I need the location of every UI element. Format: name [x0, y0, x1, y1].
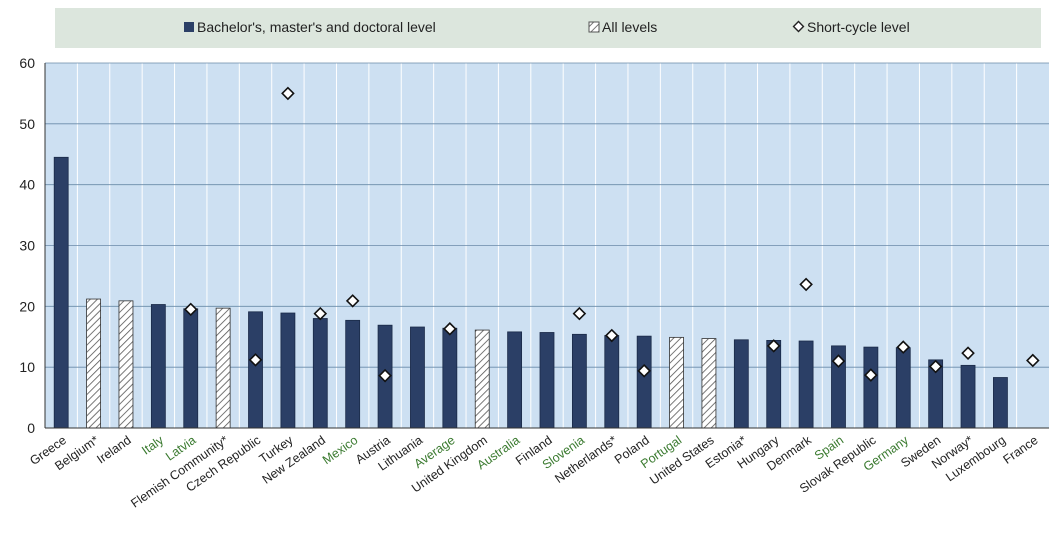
bar-bachelor	[442, 327, 458, 429]
bars	[53, 156, 1008, 429]
legend-swatch-short	[792, 20, 805, 33]
y-tick-label: 50	[19, 116, 35, 132]
bar-bachelor	[150, 304, 166, 429]
marker-short-cycle	[766, 339, 781, 353]
bar-bachelor	[636, 335, 652, 429]
y-tick-label: 40	[19, 177, 35, 193]
bar-bachelor	[604, 335, 620, 429]
y-tick-label: 0	[27, 420, 35, 436]
bar-bachelor	[571, 333, 587, 429]
y-tick-label: 60	[19, 55, 35, 71]
gridlines	[45, 62, 1049, 428]
x-tick-label: Italy	[139, 433, 166, 458]
bar-bachelor	[960, 364, 976, 429]
bar-bachelor	[539, 332, 555, 429]
legend-label-short: Short-cycle level	[807, 19, 910, 35]
bar-bachelor	[345, 319, 361, 429]
legend-label-all: All levels	[602, 19, 657, 35]
legend-label-bachelor: Bachelor's, master's and doctoral level	[197, 19, 436, 35]
marker-short-cycle	[896, 340, 911, 354]
short-cycle-markers	[183, 86, 1040, 383]
marker-short-cycle	[183, 302, 198, 317]
bar-bachelor	[766, 339, 782, 429]
bar-all-levels	[474, 329, 490, 429]
bar-bachelor	[410, 326, 425, 429]
bar-bachelor	[733, 339, 749, 429]
bar-bachelor	[993, 377, 1008, 429]
bar-all-levels	[86, 298, 101, 429]
bar-bachelor	[280, 312, 296, 429]
x-tick-label: France	[1001, 433, 1041, 467]
bar-bachelor	[507, 331, 523, 429]
bar-bachelor	[53, 156, 69, 429]
marker-short-cycle	[572, 306, 587, 321]
marker-short-cycle	[831, 354, 846, 368]
marker-short-cycle	[928, 359, 943, 374]
y-tick-label: 10	[19, 359, 35, 375]
legend: Bachelor's, master's and doctoral level …	[55, 8, 1041, 48]
bar-bachelor	[895, 347, 911, 429]
y-axis: 0 10 20 30 40 50 60	[19, 55, 35, 436]
marker-short-cycle	[443, 322, 457, 336]
legend-swatch-bachelor	[184, 22, 194, 32]
bar-all-levels	[215, 307, 231, 429]
marker-short-cycle	[864, 368, 878, 382]
legend-swatch-all	[588, 21, 600, 33]
x-tick-label: Mexico	[320, 433, 361, 467]
x-tick-label: Ireland	[94, 433, 133, 466]
marker-short-cycle	[313, 306, 328, 321]
marker-short-cycle	[248, 353, 263, 367]
bar-all-levels	[669, 336, 684, 429]
y-tick-label: 20	[19, 298, 35, 314]
marker-short-cycle	[799, 277, 813, 292]
marker-short-cycle	[281, 86, 295, 101]
marker-short-cycle	[961, 346, 975, 360]
y-tick-label: 30	[19, 238, 35, 254]
marker-short-cycle	[378, 368, 392, 383]
marker-short-cycle	[637, 364, 651, 378]
marker-short-cycle	[345, 294, 360, 308]
marker-short-cycle	[604, 328, 619, 343]
bar-bachelor	[798, 340, 814, 429]
bar-bachelor	[248, 311, 263, 429]
bar-bachelor	[863, 346, 879, 429]
bar-bachelor	[312, 318, 328, 429]
bar-bachelor	[183, 308, 199, 429]
bar-all-levels	[118, 300, 134, 429]
marker-short-cycle	[1026, 353, 1040, 368]
bar-all-levels	[701, 338, 717, 429]
legend-background	[55, 8, 1041, 48]
